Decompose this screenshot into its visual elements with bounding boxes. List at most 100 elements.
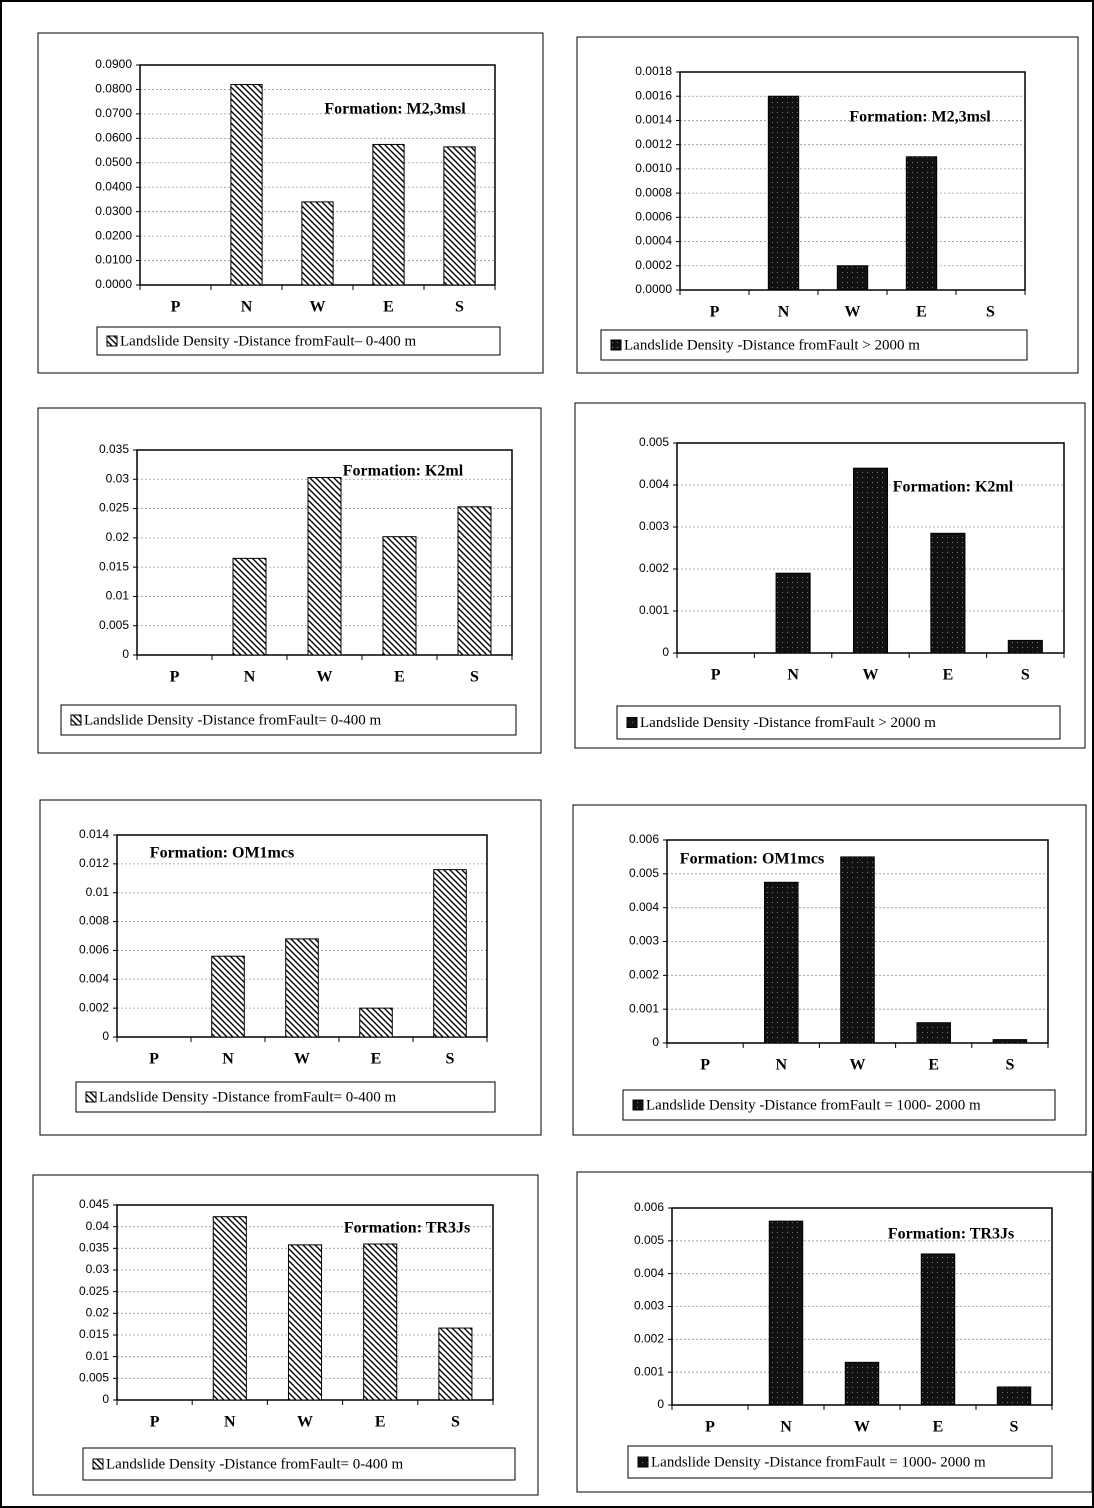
- y-tick-label: 0.03: [86, 1262, 110, 1276]
- legend-box: [616, 705, 1061, 740]
- x-tick-label: S: [470, 669, 479, 686]
- x-tick-label: N: [222, 1051, 234, 1068]
- y-tick-label: 0.005: [629, 866, 659, 880]
- y-tick-label: 0.03: [106, 471, 130, 485]
- y-tick-label: 0.0010: [635, 161, 672, 175]
- y-tick-label: 0.04: [86, 1219, 110, 1233]
- bar: [230, 84, 263, 286]
- y-tick-label: 0.0600: [95, 131, 132, 145]
- x-tick-label: W: [863, 667, 879, 684]
- chart-frame: [37, 407, 542, 754]
- x-tick-label: E: [933, 1419, 944, 1436]
- y-tick-label: 0.01: [86, 885, 110, 899]
- x-tick-label: P: [705, 1419, 715, 1436]
- bar: [457, 506, 492, 656]
- legend-label: Landslide Density -Distance fromFault = …: [651, 1454, 986, 1470]
- y-tick-label: 0.0100: [95, 253, 132, 267]
- x-tick-label: N: [224, 1414, 236, 1431]
- bar: [775, 572, 811, 654]
- x-tick-label: E: [371, 1051, 382, 1068]
- y-tick-label: 0.035: [79, 1241, 109, 1255]
- y-tick-label: 0.0002: [635, 258, 672, 272]
- y-tick-label: 0.0700: [95, 106, 132, 120]
- x-tick-label: P: [170, 669, 180, 686]
- x-tick-label: N: [241, 299, 253, 316]
- x-tick-label: W: [854, 1419, 870, 1436]
- y-tick-label: 0.002: [639, 561, 669, 575]
- legend-box: [600, 329, 1028, 361]
- y-tick-label: 0.006: [79, 943, 109, 957]
- bar: [767, 95, 800, 291]
- bar: [443, 146, 476, 286]
- y-tick-label: 0.014: [79, 827, 109, 841]
- y-tick-label: 0.012: [79, 856, 109, 870]
- y-tick-label: 0.0006: [635, 210, 672, 224]
- chart-frame: [574, 402, 1086, 749]
- bar: [852, 467, 889, 654]
- y-tick-label: 0.02: [106, 530, 130, 544]
- legend-label: Landslide Density -Distance fromFault= 0…: [84, 712, 381, 728]
- legend-box: [60, 704, 517, 736]
- legend-box: [96, 326, 501, 356]
- y-tick-label: 0.003: [634, 1299, 664, 1313]
- x-tick-label: E: [928, 1057, 939, 1074]
- x-tick-label: N: [778, 304, 790, 321]
- bar: [359, 1007, 393, 1038]
- bar: [916, 1022, 951, 1044]
- x-tick-label: W: [310, 299, 326, 316]
- bar: [212, 1216, 247, 1401]
- legend-label: Landslide Density -Distance fromFault– 0…: [120, 333, 417, 349]
- y-tick-label: 0.0016: [635, 88, 672, 102]
- y-tick-label: 0.008: [79, 914, 109, 928]
- bar: [301, 201, 334, 286]
- y-tick-label: 0.0300: [95, 204, 132, 218]
- bar: [905, 156, 938, 291]
- x-tick-label: W: [294, 1051, 310, 1068]
- y-tick-label: 0: [122, 647, 129, 661]
- x-tick-label: E: [943, 667, 954, 684]
- legend-label: Landslide Density -Distance fromFault > …: [640, 715, 936, 731]
- bar: [1007, 639, 1043, 654]
- x-tick-label: S: [1021, 667, 1030, 684]
- y-tick-label: 0.004: [629, 900, 659, 914]
- y-tick-label: 0.005: [634, 1233, 664, 1247]
- y-tick-label: 0: [657, 1397, 664, 1411]
- x-tick-label: E: [383, 299, 394, 316]
- y-tick-label: 0.001: [634, 1364, 664, 1378]
- x-tick-label: S: [451, 1414, 460, 1431]
- y-tick-label: 0.004: [634, 1266, 664, 1280]
- y-tick-label: 0.005: [639, 435, 669, 449]
- legend-swatch: [632, 1099, 644, 1111]
- y-tick-label: 0.0018: [635, 64, 672, 78]
- y-tick-label: 0.0004: [635, 234, 672, 248]
- x-tick-label: W: [850, 1057, 866, 1074]
- y-tick-label: 0.003: [639, 519, 669, 533]
- x-tick-label: N: [787, 667, 799, 684]
- chart-frame: [576, 36, 1079, 374]
- bar: [438, 1327, 473, 1401]
- x-tick-label: P: [711, 667, 721, 684]
- x-tick-label: E: [375, 1414, 386, 1431]
- legend-label: Landslide Density -Distance fromFault = …: [646, 1097, 981, 1113]
- x-tick-label: W: [297, 1414, 313, 1431]
- x-tick-label: E: [394, 669, 405, 686]
- bar: [996, 1386, 1032, 1406]
- x-tick-label: P: [710, 304, 720, 321]
- y-tick-label: 0: [662, 645, 669, 659]
- x-tick-label: E: [916, 304, 927, 321]
- x-tick-label: S: [455, 299, 464, 316]
- annotation: Formation: TR3Js: [344, 1220, 470, 1237]
- bar: [768, 1220, 804, 1406]
- x-tick-label: S: [1010, 1419, 1019, 1436]
- y-tick-label: 0.015: [79, 1327, 109, 1341]
- bar: [844, 1361, 880, 1406]
- annotation: Formation: OM1mcs: [680, 851, 824, 868]
- legend-box: [622, 1089, 1056, 1121]
- y-tick-label: 0.005: [99, 618, 129, 632]
- x-tick-label: S: [1005, 1057, 1014, 1074]
- y-tick-label: 0.002: [79, 1000, 109, 1014]
- y-tick-label: 0.025: [99, 501, 129, 515]
- y-tick-label: 0.0200: [95, 228, 132, 242]
